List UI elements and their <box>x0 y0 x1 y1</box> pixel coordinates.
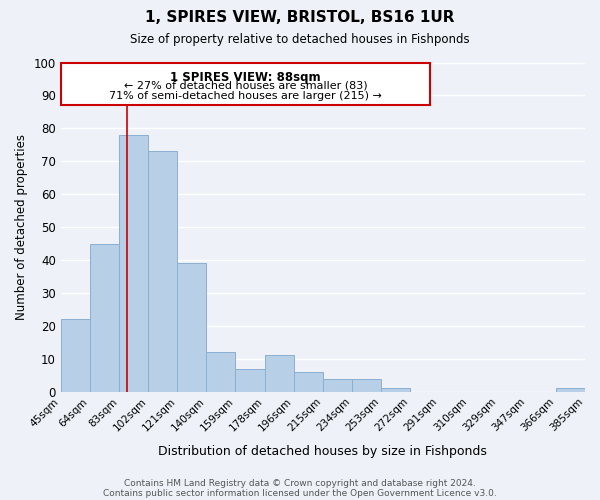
Bar <box>90 244 119 392</box>
Bar <box>265 356 294 392</box>
Bar <box>206 352 235 392</box>
Bar <box>177 264 206 392</box>
Bar <box>61 320 90 392</box>
Y-axis label: Number of detached properties: Number of detached properties <box>15 134 28 320</box>
Text: ← 27% of detached houses are smaller (83): ← 27% of detached houses are smaller (83… <box>124 80 367 90</box>
FancyBboxPatch shape <box>61 62 430 106</box>
Text: Contains HM Land Registry data © Crown copyright and database right 2024.: Contains HM Land Registry data © Crown c… <box>124 478 476 488</box>
Text: Size of property relative to detached houses in Fishponds: Size of property relative to detached ho… <box>130 32 470 46</box>
Bar <box>235 368 265 392</box>
Text: Contains public sector information licensed under the Open Government Licence v3: Contains public sector information licen… <box>103 488 497 498</box>
Bar <box>119 135 148 392</box>
Bar <box>556 388 585 392</box>
Text: 1 SPIRES VIEW: 88sqm: 1 SPIRES VIEW: 88sqm <box>170 70 321 84</box>
Bar <box>381 388 410 392</box>
Bar <box>294 372 323 392</box>
X-axis label: Distribution of detached houses by size in Fishponds: Distribution of detached houses by size … <box>158 444 487 458</box>
Text: 71% of semi-detached houses are larger (215) →: 71% of semi-detached houses are larger (… <box>109 92 382 102</box>
Bar <box>148 152 177 392</box>
Text: 1, SPIRES VIEW, BRISTOL, BS16 1UR: 1, SPIRES VIEW, BRISTOL, BS16 1UR <box>145 10 455 25</box>
Bar <box>352 378 381 392</box>
Bar <box>323 378 352 392</box>
